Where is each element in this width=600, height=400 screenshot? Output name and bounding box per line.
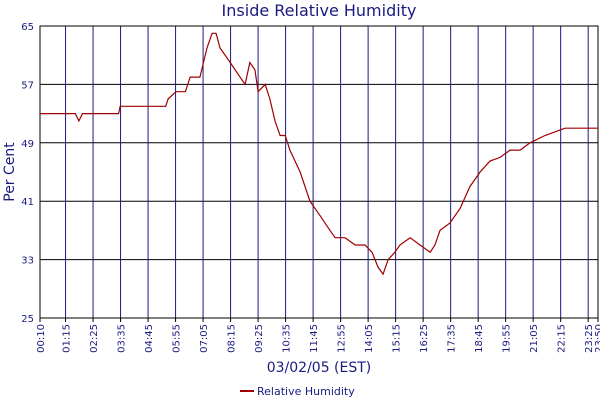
x-tick-label: 02:25 xyxy=(89,324,100,353)
data-line xyxy=(40,32,598,276)
y-axis-label: Per Cent xyxy=(2,142,18,202)
x-tick-label: 21:05 xyxy=(529,324,540,353)
y-tick-label: 49 xyxy=(21,139,34,150)
x-tick-label: 14:05 xyxy=(364,324,375,353)
y-tick-label: 57 xyxy=(21,80,34,91)
x-tick-label: 19:55 xyxy=(502,324,513,353)
x-tick-label: 23:50 xyxy=(594,324,600,353)
x-tick-label: 17:35 xyxy=(447,324,458,353)
legend-label: Relative Humidity xyxy=(257,385,355,398)
x-axis-label: 03/02/05 (EST) xyxy=(267,360,372,376)
x-tick-label: 00:10 xyxy=(36,324,47,353)
x-tick-label: 07:05 xyxy=(199,324,210,353)
y-tick-label: 25 xyxy=(21,314,34,325)
plot-border xyxy=(39,25,599,319)
y-tick-label: 65 xyxy=(21,22,34,33)
x-tick-label: 16:25 xyxy=(419,324,430,353)
x-tick-label: 03:35 xyxy=(117,324,128,353)
x-tick-label: 23:25 xyxy=(584,324,595,353)
y-tick-label: 33 xyxy=(21,256,34,267)
x-tick-label: 08:15 xyxy=(227,324,238,353)
x-tick-label: 12:55 xyxy=(337,324,348,353)
x-tick-label: 05:55 xyxy=(172,324,183,353)
x-tick-label: 09:25 xyxy=(254,324,265,353)
x-tick-label: 22:15 xyxy=(557,324,568,353)
chart-title: Inside Relative Humidity xyxy=(222,1,417,20)
x-tick-label: 04:45 xyxy=(144,324,155,353)
x-tick-label: 01:15 xyxy=(62,324,73,353)
y-tick-label: 41 xyxy=(21,197,34,208)
x-tick-label: 15:15 xyxy=(392,324,403,353)
x-tick-label: 10:35 xyxy=(282,324,293,353)
x-tick-label: 18:45 xyxy=(474,324,485,353)
x-tick-label: 11:45 xyxy=(309,324,320,353)
